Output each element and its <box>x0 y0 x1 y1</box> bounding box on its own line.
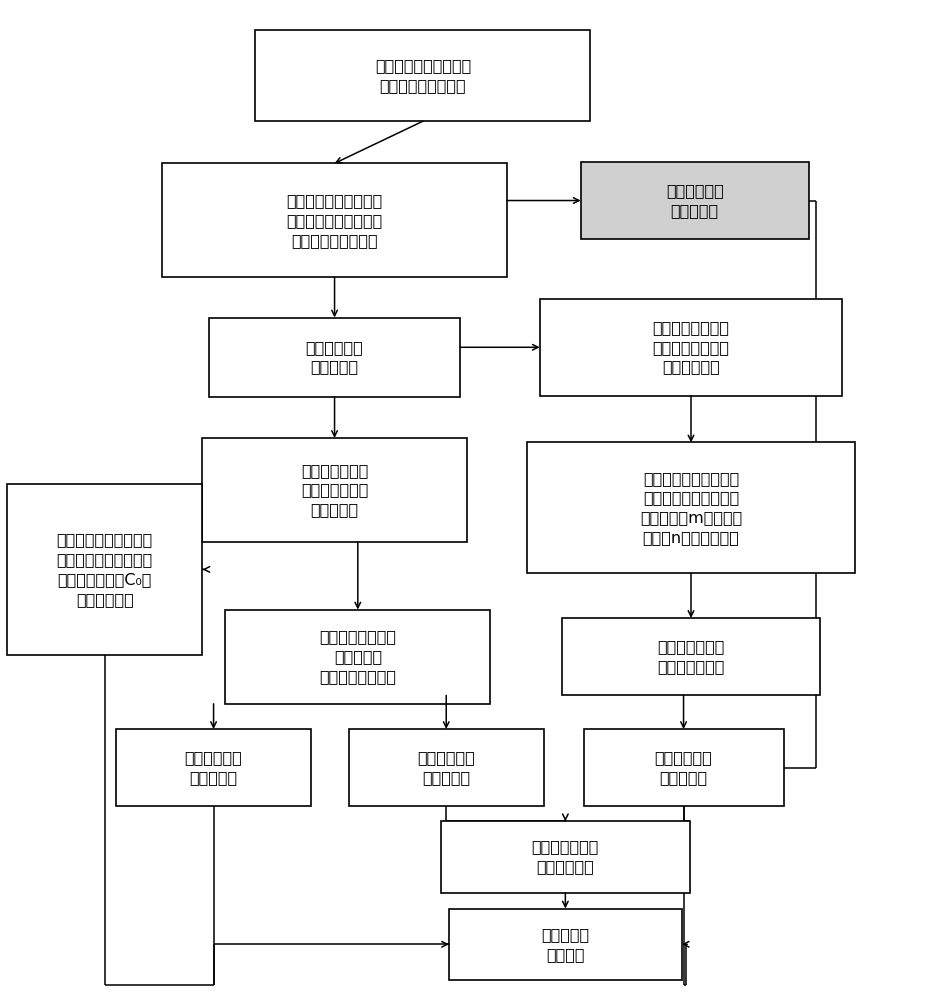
FancyBboxPatch shape <box>580 162 808 239</box>
Text: 得到客户的主要
居住地和工作地: 得到客户的主要 居住地和工作地 <box>657 639 725 674</box>
FancyBboxPatch shape <box>348 729 544 806</box>
FancyBboxPatch shape <box>115 729 312 806</box>
Text: 对客户进行履
行能力评估: 对客户进行履 行能力评估 <box>417 750 475 785</box>
FancyBboxPatch shape <box>162 163 507 277</box>
Text: 根据所述司机等待时间
进行正态分布拟合，得
到拟合曲线峰值C₀，
并判断权重值: 根据所述司机等待时间 进行正态分布拟合，得 到拟合曲线峰值C₀， 并判断权重值 <box>56 532 153 607</box>
Text: 对所述起始位置信息和
终点位置信息进行拟合
，得到客户m个频繁出
发点和n个频繁到达点: 对所述起始位置信息和 终点位置信息进行拟合 ，得到客户m个频繁出 发点和n个频繁… <box>639 471 742 545</box>
FancyBboxPatch shape <box>562 618 821 695</box>
FancyBboxPatch shape <box>208 318 460 397</box>
Text: 对客户进行
信用评级: 对客户进行 信用评级 <box>541 927 590 962</box>
FancyBboxPatch shape <box>449 909 682 980</box>
FancyBboxPatch shape <box>583 729 784 806</box>
Text: 提取网约车客户的个人
信息和历史订单信息: 提取网约车客户的个人 信息和历史订单信息 <box>375 58 471 93</box>
FancyBboxPatch shape <box>440 821 690 893</box>
Text: 对客户进行偏
好模式分析: 对客户进行偏 好模式分析 <box>185 750 242 785</box>
Text: 获取客户预约路线
的起始位置信息和
终点位置信息: 获取客户预约路线 的起始位置信息和 终点位置信息 <box>653 320 730 375</box>
FancyBboxPatch shape <box>225 610 490 704</box>
FancyBboxPatch shape <box>7 484 203 655</box>
Text: 对客户进行信
用历史分析: 对客户进行信 用历史分析 <box>666 183 724 218</box>
FancyBboxPatch shape <box>540 299 842 396</box>
Text: 对客户进行人脉
关系图谱确定: 对客户进行人脉 关系图谱确定 <box>531 840 599 874</box>
FancyBboxPatch shape <box>255 30 591 121</box>
FancyBboxPatch shape <box>202 438 468 542</box>
Text: 根据开始乘坐网约
车时间计算
得到客户出行时间: 根据开始乘坐网约 车时间计算 得到客户出行时间 <box>319 629 396 684</box>
FancyBboxPatch shape <box>527 442 854 573</box>
Text: 对客户进行身
份特质刻画: 对客户进行身 份特质刻画 <box>654 750 713 785</box>
Text: 获取司机等待时
间和开始乘坐网
约车的时间: 获取司机等待时 间和开始乘坐网 约车的时间 <box>300 463 368 517</box>
Text: 统计分析客户交易成功
订单数、预约后取消订
单数以及违约订单数: 统计分析客户交易成功 订单数、预约后取消订 单数以及违约订单数 <box>286 193 383 248</box>
Text: 提取客户交易
成功的订单: 提取客户交易 成功的订单 <box>306 340 363 375</box>
